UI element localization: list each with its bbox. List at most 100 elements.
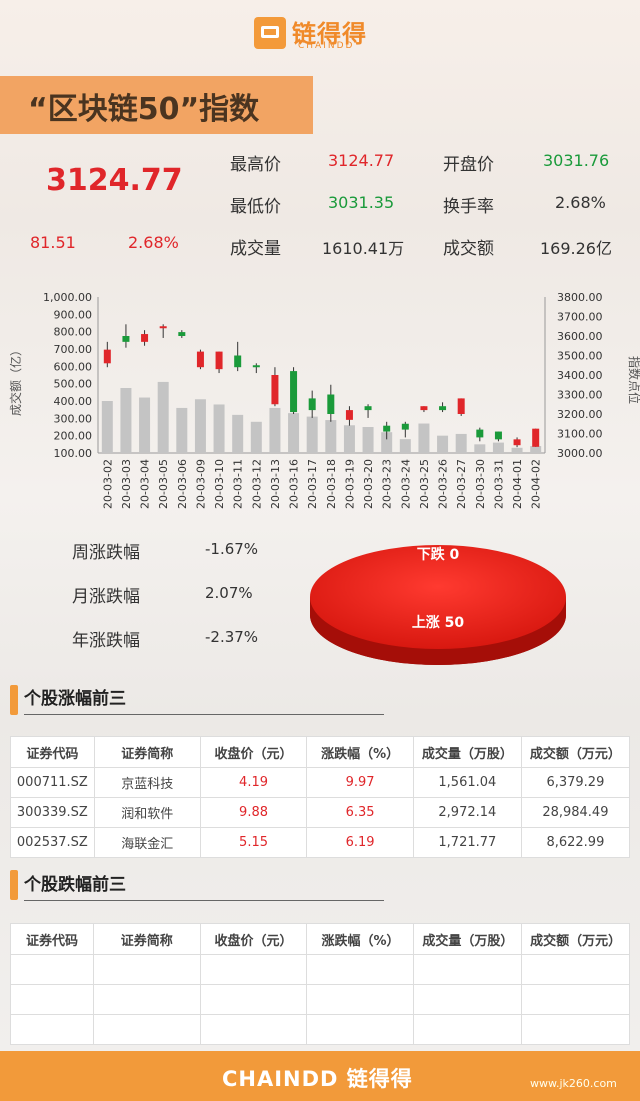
cell-code: 300339.SZ [10,797,95,828]
y-left-tick-label: 400.00 [54,395,93,408]
watermark: www.jk260.com [530,1077,617,1090]
yearly-change-label: 年涨跌幅 [72,631,140,651]
losers-title: 个股跌幅前三 [24,875,126,895]
cell-amount: 8,622.99 [520,827,631,858]
current-price: 3124.77 [46,163,183,198]
cell-close: 5.15 [199,827,308,858]
candle-body [290,371,298,413]
cell-close: 4.19 [199,767,308,798]
turnover-bar [157,381,169,453]
table-row [10,954,630,985]
footer-brand: CHAINDD 链得得 [222,1067,413,1091]
x-tick-label: 20-03-13 [269,459,282,509]
pie-label-up: 上涨 50 [412,615,465,631]
low-label: 最低价 [230,197,281,217]
y-right-tick-label: 3500.00 [557,350,603,363]
turnover-bar [418,423,430,453]
x-tick-label: 20-03-24 [399,459,412,509]
table-row: 002537.SZ 海联金汇 5.15 6.19 1,721.77 8,622.… [10,827,631,858]
y-left-tick-label: 700.00 [54,343,93,356]
candle-body [196,351,204,368]
candle-body [401,423,409,430]
col-close: 收盘价（元） [199,736,308,768]
turnover-bar [269,407,281,453]
x-tick-label: 20-03-11 [232,459,245,509]
section-divider [24,714,384,715]
open-value: 3031.76 [543,151,610,170]
candle-body [234,355,242,368]
table-row: 000711.SZ 京蓝科技 4.19 9.97 1,561.04 6,379.… [10,767,631,798]
y-right-tick-label: 3200.00 [557,408,603,421]
y-left-tick-label: 500.00 [54,378,93,391]
yearly-change-value: -2.37% [205,628,259,646]
candle-body [476,429,484,438]
y-right-tick-label: 3700.00 [557,311,603,324]
footer-bar [0,1051,640,1101]
x-tick-label: 20-04-01 [511,459,524,509]
gainers-title: 个股涨幅前三 [24,689,126,709]
turnover-bar [492,442,504,453]
y-right-tick-label: 3300.00 [557,389,603,402]
x-tick-label: 20-03-06 [176,459,189,509]
turnover-bar [511,447,523,453]
candle-body [141,334,149,342]
turnover-bar [306,416,318,453]
candle-body [439,406,447,411]
col-close: 收盘价（元） [199,923,308,955]
candle-body [178,332,186,336]
price-change-pct: 2.68% [128,233,179,252]
x-tick-label: 20-03-09 [194,459,207,509]
turnover-bar [288,413,300,453]
logo-icon [254,17,286,49]
advance-decline-pie: 下跌 0 上涨 50 [310,545,566,665]
x-tick-label: 20-03-26 [437,459,450,509]
volume-value: 1610.41万 [322,239,405,258]
open-label: 开盘价 [443,155,494,175]
high-label: 最高价 [230,155,281,175]
candle-body [271,375,279,405]
cell-change: 9.97 [306,767,414,798]
x-tick-label: 20-03-03 [120,459,133,509]
cell-name: 京蓝科技 [93,767,201,798]
cell-change: 6.35 [306,797,414,828]
y-left-tick-label: 1,000.00 [43,291,92,304]
y-left-tick-label: 300.00 [54,412,93,425]
weekly-change-value: -1.67% [205,540,259,558]
y-right-tick-label: 3400.00 [557,369,603,382]
y-left-tick-label: 100.00 [54,447,93,460]
col-name: 证券简称 [93,736,201,768]
amount-value: 169.26亿 [540,239,612,258]
y-left-tick-label: 800.00 [54,326,93,339]
x-tick-label: 20-03-17 [306,459,319,509]
cell-name: 润和软件 [93,797,201,828]
y-left-tick-label: 900.00 [54,308,93,321]
candle-body [327,394,335,414]
x-tick-label: 20-03-19 [343,459,356,509]
turnover-bar [176,407,188,453]
section-marker [10,870,18,900]
logo-subtext: CHAINDD [298,41,355,51]
cell-code: 000711.SZ [10,767,95,798]
turnover-bar [474,444,486,453]
turnover-bar [325,420,337,453]
candle-body [122,336,130,342]
y-right-tick-label: 3100.00 [557,428,603,441]
x-tick-label: 20-03-05 [157,459,170,509]
section-divider [24,900,384,901]
cell-amount: 6,379.29 [520,767,631,798]
turnover-bar [455,433,467,453]
candle-body [103,349,111,364]
gainers-table: 证券代码 证券简称 收盘价（元） 涨跌幅（%） 成交量（万股） 成交额（万元） … [10,736,631,858]
turnover-bar [101,401,113,453]
table-row [10,984,630,1015]
y-left-tick-label: 200.00 [54,430,93,443]
col-volume: 成交量（万股） [413,923,523,955]
price-change: 81.51 [30,233,76,252]
y-right-tick-label: 3000.00 [557,447,603,460]
cell-volume: 1,721.77 [412,827,522,858]
turnover-rate-value: 2.68% [555,193,606,212]
col-change: 涨跌幅（%） [306,736,414,768]
x-tick-label: 20-03-27 [455,459,468,509]
x-tick-label: 20-03-30 [474,459,487,509]
high-value: 3124.77 [328,151,395,170]
